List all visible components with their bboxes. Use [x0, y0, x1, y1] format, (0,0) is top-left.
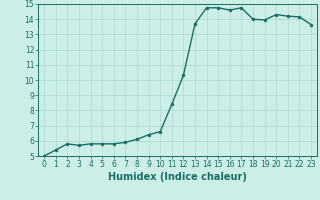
X-axis label: Humidex (Indice chaleur): Humidex (Indice chaleur)	[108, 172, 247, 182]
